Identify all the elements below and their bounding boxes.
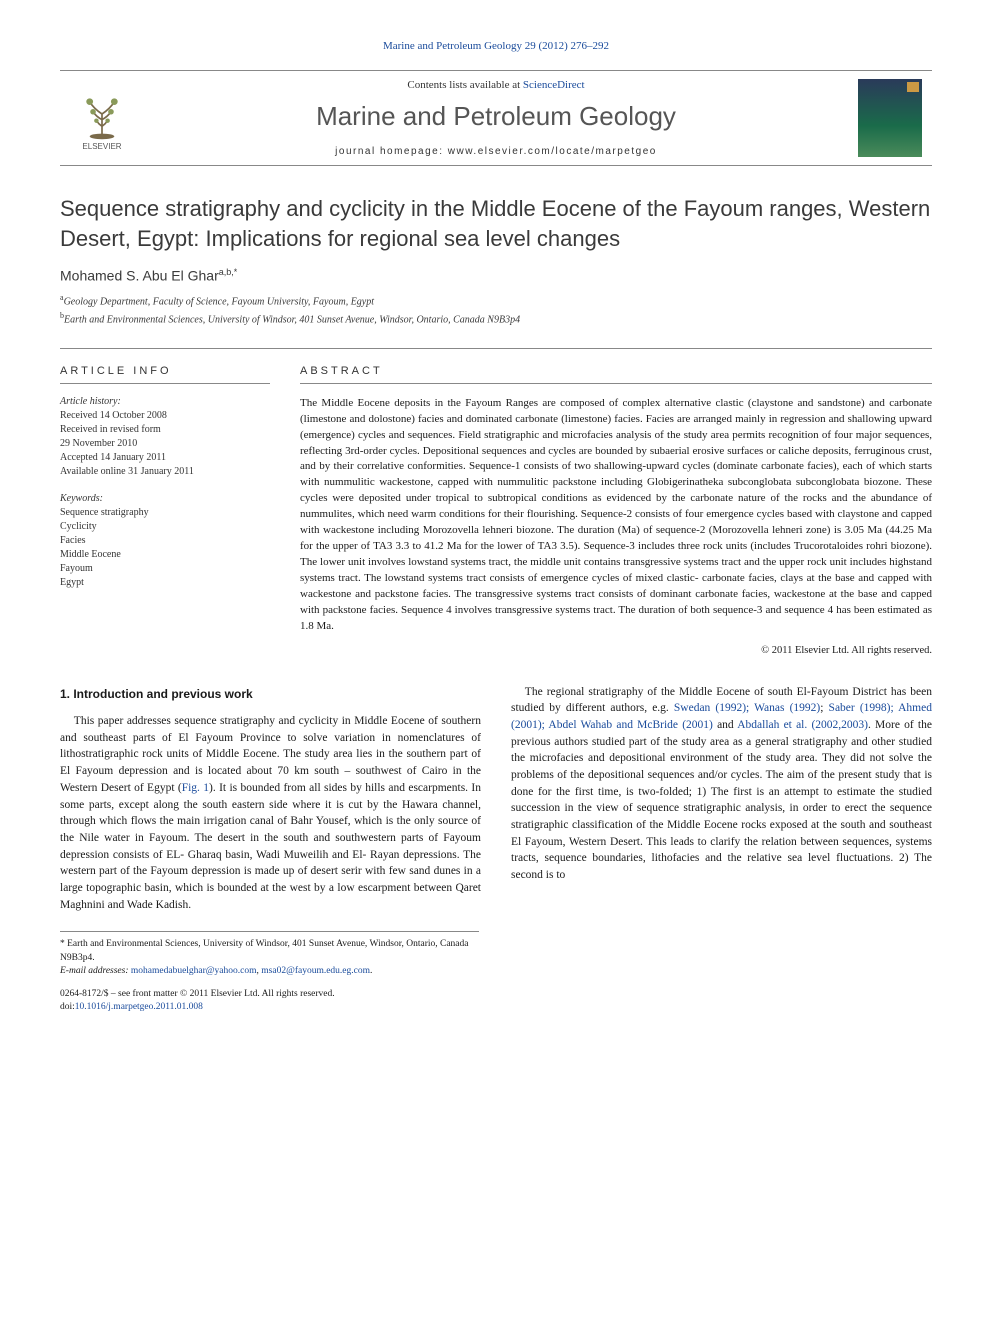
doi-prefix: doi: (60, 1002, 75, 1012)
email-footnote: E-mail addresses: mohamedabuelghar@yahoo… (60, 965, 479, 978)
abstract-heading: ABSTRACT (300, 365, 932, 384)
journal-reference-line: Marine and Petroleum Geology 29 (2012) 2… (60, 40, 932, 52)
sciencedirect-link[interactable]: ScienceDirect (523, 79, 585, 91)
citation-link[interactable]: Swedan (1992); Wanas (1992) (674, 702, 820, 714)
email-label: E-mail addresses: (60, 966, 131, 976)
affiliations-block: aGeology Department, Faculty of Science,… (60, 292, 932, 328)
journal-homepage-line: journal homepage: www.elsevier.com/locat… (152, 146, 840, 157)
keywords-heading: Keywords: (60, 493, 270, 504)
journal-reference-link[interactable]: Marine and Petroleum Geology 29 (2012) 2… (383, 40, 609, 52)
masthead-center: Contents lists available at ScienceDirec… (152, 79, 840, 157)
email-link[interactable]: msa02@fayoum.edu.eg.com (261, 966, 370, 976)
keywords-block: Keywords: Sequence stratigraphy Cyclicit… (60, 493, 270, 590)
elsevier-tree-logo: ELSEVIER (70, 82, 134, 154)
front-matter-line: 0264-8172/$ – see front matter © 2011 El… (60, 988, 479, 1001)
keyword: Fayoum (60, 562, 270, 576)
article-title: Sequence stratigraphy and cyclicity in t… (60, 194, 932, 253)
history-line: Available online 31 January 2011 (60, 465, 270, 479)
footer-meta-block: 0264-8172/$ – see front matter © 2011 El… (60, 988, 479, 1015)
author-affiliation-markers: a,b,* (219, 267, 238, 277)
homepage-link[interactable]: www.elsevier.com/locate/marpetgeo (448, 146, 657, 157)
masthead: ELSEVIER Contents lists available at Sci… (60, 70, 932, 166)
body-text-run: of the Fayoum depression is made up of d… (60, 865, 481, 910)
correspondence-footnote: * Earth and Environmental Sciences, Univ… (60, 938, 479, 965)
footnotes-block: * Earth and Environmental Sciences, Univ… (60, 931, 479, 978)
article-info-heading: ARTICLE INFO (60, 365, 270, 384)
history-line: 29 November 2010 (60, 437, 270, 451)
body-two-column: 1. Introduction and previous work This p… (60, 684, 932, 913)
article-info-column: ARTICLE INFO Article history: Received 1… (60, 365, 270, 656)
journal-cover-thumbnail (858, 79, 922, 157)
keyword: Middle Eocene (60, 548, 270, 562)
affiliation-b: bEarth and Environmental Sciences, Unive… (60, 310, 932, 328)
article-history-heading: Article history: (60, 396, 270, 407)
history-line: Received 14 October 2008 (60, 409, 270, 423)
keyword: Facies (60, 534, 270, 548)
affiliation-text: Earth and Environmental Sciences, Univer… (64, 314, 520, 325)
abstract-column: ABSTRACT The Middle Eocene deposits in t… (300, 365, 932, 656)
history-line: Received in revised form (60, 423, 270, 437)
figure-link[interactable]: Fig. 1 (182, 782, 209, 794)
email-link[interactable]: mohamedabuelghar@yahoo.com (131, 966, 257, 976)
keyword: Sequence stratigraphy (60, 506, 270, 520)
body-text-run: and (713, 719, 737, 731)
info-abstract-row: ARTICLE INFO Article history: Received 1… (60, 348, 932, 656)
abstract-copyright: © 2011 Elsevier Ltd. All rights reserved… (300, 645, 932, 656)
doi-link[interactable]: 10.1016/j.marpetgeo.2011.01.008 (75, 1002, 203, 1012)
body-text-run: . More of the previous authors studied p… (511, 719, 932, 881)
author-line: Mohamed S. Abu El Ghara,b,* (60, 267, 932, 284)
keyword: Egypt (60, 576, 270, 590)
body-paragraph: The regional stratigraphy of the Middle … (511, 684, 932, 884)
affiliation-a: aGeology Department, Faculty of Science,… (60, 292, 932, 310)
elsevier-tree-icon (74, 86, 130, 142)
email-end: . (370, 966, 372, 976)
elsevier-wordmark: ELSEVIER (82, 142, 121, 151)
doi-line: doi:10.1016/j.marpetgeo.2011.01.008 (60, 1001, 479, 1014)
body-paragraph: This paper addresses sequence stratigrap… (60, 713, 481, 913)
contents-prefix: Contents lists available at (407, 79, 522, 91)
body-text-run: ; (820, 702, 828, 714)
article-history-block: Article history: Received 14 October 200… (60, 396, 270, 479)
contents-lists-line: Contents lists available at ScienceDirec… (152, 79, 840, 91)
keyword: Cyclicity (60, 520, 270, 534)
abstract-text: The Middle Eocene deposits in the Fayoum… (300, 396, 932, 635)
author-name: Mohamed S. Abu El Ghar (60, 268, 219, 284)
section-1-heading: 1. Introduction and previous work (60, 686, 481, 703)
citation-link[interactable]: Abdallah et al. (2002,2003) (737, 719, 868, 731)
history-line: Accepted 14 January 2011 (60, 451, 270, 465)
journal-name: Marine and Petroleum Geology (152, 101, 840, 132)
body-text-run: ). It is bounded from all sides by hills… (60, 782, 481, 877)
affiliation-text: Geology Department, Faculty of Science, … (64, 296, 374, 307)
correspondence-text: Earth and Environmental Sciences, Univer… (60, 939, 468, 962)
homepage-prefix: journal homepage: (335, 146, 448, 157)
